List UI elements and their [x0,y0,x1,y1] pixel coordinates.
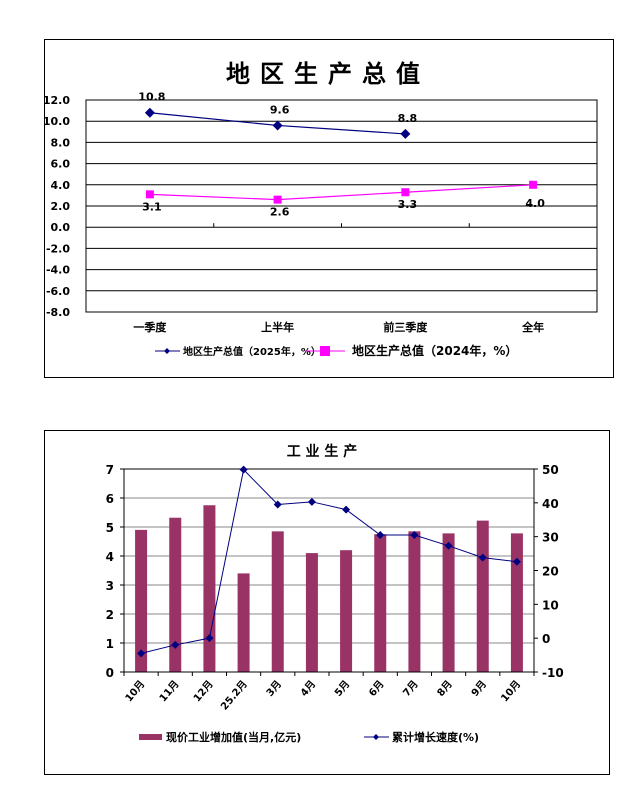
y2-tick-label: 0 [542,632,550,646]
x-tick-label: 3月 [264,678,284,699]
data-point [444,541,453,550]
data-point [137,649,146,658]
y-tick-label: -4.0 [46,264,70,277]
bar [374,534,387,672]
bar [305,553,318,672]
y-tick-label: -8.0 [46,306,70,319]
y-tick-label: 3 [106,579,114,593]
data-point [144,107,155,118]
y-tick-label: 12.0 [43,94,70,107]
y-tick-label: -6.0 [46,285,70,298]
y2-tick-label: 50 [542,463,559,477]
bar [203,505,216,672]
y2-tick-label: 20 [542,565,559,579]
data-label: 3.1 [142,200,162,213]
y-tick-label: 2.0 [51,200,71,213]
legend-label: 地区生产总值（2024年，%） [352,343,517,358]
data-point [342,505,351,514]
x-tick-label: 6月 [366,678,386,699]
data-point [376,530,385,539]
y-tick-label: 10.0 [43,115,70,128]
data-point [272,120,283,131]
y-tick-label: 0 [106,666,114,680]
y2-tick-label: 40 [542,497,559,511]
x-tick-label: 全年 [521,320,544,334]
data-point [401,188,410,197]
data-point [145,190,154,199]
data-label: 2.6 [270,206,290,219]
data-point [529,180,538,189]
y2-tick-label: 30 [542,531,559,545]
bar [135,529,148,672]
y-tick-label: 4 [106,550,114,564]
legend-marker [139,734,162,740]
data-label: 4.0 [525,197,545,210]
bar [169,517,182,672]
y-tick-label: 4.0 [51,179,71,192]
bar [510,533,523,672]
bar [442,533,455,672]
data-point [400,128,411,139]
y-tick-label: 2 [106,608,114,622]
bar [340,550,353,672]
y-tick-label: 8.0 [51,136,71,149]
x-tick-label: 10月 [499,678,524,704]
chart1-title: 地区生产总值 [226,60,430,88]
y-tick-label: 5 [106,521,114,535]
chart1-frame [44,39,614,378]
y-tick-label: 6 [106,492,114,506]
x-tick-label: 前三季度 [383,320,428,334]
x-tick-label: 25.2月 [218,678,249,712]
data-point [410,530,419,539]
legend-label: 现价工业增加值(当月,亿元) [166,730,301,744]
data-point [273,195,282,204]
y-tick-label: 0.0 [51,221,71,234]
bar [408,531,421,672]
x-tick-label: 上半年 [261,320,294,334]
y-tick-label: 1 [106,637,114,651]
data-label: 8.8 [398,112,418,125]
data-point [273,500,282,509]
y-tick-label: 7 [106,463,114,477]
series-line [140,468,517,654]
data-point [171,640,180,649]
series-line-1 [149,184,534,201]
legend-label: 累计增长速度(%) [392,730,479,744]
x-tick-label: 11月 [157,678,182,704]
x-tick-label: 12月 [191,678,216,704]
data-label: 9.6 [270,103,290,116]
bar [476,520,489,672]
x-tick-label: 一季度 [133,320,167,334]
data-label: 10.8 [138,91,165,104]
y2-tick-label: -10 [542,666,564,680]
data-point [307,497,316,506]
data-point [239,465,248,474]
x-tick-label: 5月 [332,678,352,699]
plot-area [85,99,598,313]
y-tick-label: 6.0 [51,158,71,171]
legend-marker [164,348,170,354]
data-point [512,557,521,566]
x-tick-label: 8月 [435,678,455,699]
x-tick-label: 4月 [298,678,318,699]
legend-marker [373,734,379,740]
chart2-title: 工 业 生 产 [287,443,358,460]
legend-label: 地区生产总值（2025年，%） [183,345,321,358]
plot-area [123,468,535,673]
legend-marker [320,346,330,356]
x-tick-label: 10月 [123,678,148,704]
chart2-frame [44,430,610,775]
x-tick-label: 7月 [401,678,421,699]
y-tick-label: -2.0 [46,242,70,255]
data-point [478,553,487,562]
x-tick-label: 9月 [469,678,489,699]
bar [237,573,250,672]
data-label: 3.3 [398,198,418,211]
bar [271,531,284,672]
data-point [205,634,214,643]
y2-tick-label: 10 [542,598,559,612]
